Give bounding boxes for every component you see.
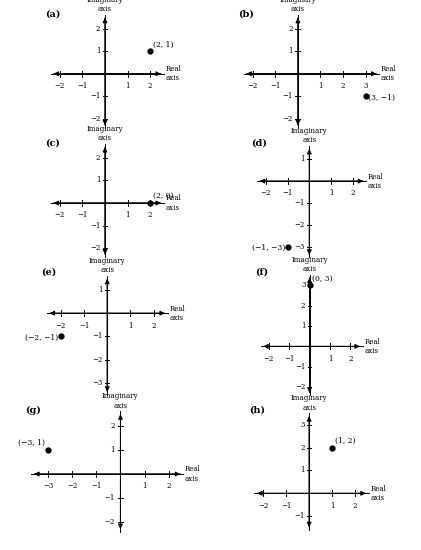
Text: Real
axis: Real axis xyxy=(381,65,397,82)
Text: (0, 3): (0, 3) xyxy=(312,274,333,283)
Text: Real
axis: Real axis xyxy=(370,485,386,502)
Text: 2: 2 xyxy=(148,81,152,90)
Text: −2: −2 xyxy=(258,502,269,510)
Text: −1: −1 xyxy=(294,512,304,520)
Text: 3: 3 xyxy=(301,281,305,289)
Text: 2: 2 xyxy=(110,422,115,430)
Text: 2: 2 xyxy=(353,502,357,510)
Text: Imaginary
axis: Imaginary axis xyxy=(291,127,328,145)
Text: −1: −1 xyxy=(270,81,280,90)
Text: 2: 2 xyxy=(301,301,305,310)
Text: −3: −3 xyxy=(92,379,102,387)
Text: (e): (e) xyxy=(41,268,56,277)
Text: 1: 1 xyxy=(96,47,101,55)
Text: −2: −2 xyxy=(295,221,305,229)
Text: 1: 1 xyxy=(128,322,133,329)
Text: −1: −1 xyxy=(90,222,101,229)
Text: 1: 1 xyxy=(98,286,102,294)
Text: 1: 1 xyxy=(330,502,334,510)
Text: 1: 1 xyxy=(288,47,293,55)
Text: Real
axis: Real axis xyxy=(165,194,181,212)
Text: 2: 2 xyxy=(288,25,293,32)
Text: −1: −1 xyxy=(79,322,89,329)
Text: −2: −2 xyxy=(295,383,305,391)
Text: −2: −2 xyxy=(282,115,293,123)
Text: (−1, −3): (−1, −3) xyxy=(251,244,285,252)
Text: −2: −2 xyxy=(55,81,65,90)
Text: Real
axis: Real axis xyxy=(368,173,384,190)
Text: −2: −2 xyxy=(248,81,258,90)
Text: −2: −2 xyxy=(104,518,115,526)
Text: −2: −2 xyxy=(261,189,271,197)
Text: −1: −1 xyxy=(295,363,305,371)
Text: 2: 2 xyxy=(351,189,355,197)
Text: 1: 1 xyxy=(110,446,115,454)
Text: −1: −1 xyxy=(90,92,101,100)
Text: 1: 1 xyxy=(300,466,304,475)
Text: Real
axis: Real axis xyxy=(170,305,185,322)
Text: 2: 2 xyxy=(300,444,304,452)
Text: Imaginary
axis: Imaginary axis xyxy=(89,257,125,274)
Text: −1: −1 xyxy=(295,199,305,207)
Text: Imaginary
axis: Imaginary axis xyxy=(291,256,328,273)
Text: (f): (f) xyxy=(256,268,269,277)
Text: 3: 3 xyxy=(363,81,368,90)
Text: Imaginary
axis: Imaginary axis xyxy=(102,392,139,410)
Text: −1: −1 xyxy=(92,332,102,340)
Text: −3: −3 xyxy=(295,243,305,251)
Text: (2, 1): (2, 1) xyxy=(153,41,173,48)
Text: (b): (b) xyxy=(238,9,254,18)
Text: (3, −1): (3, −1) xyxy=(368,94,395,102)
Text: 2: 2 xyxy=(96,154,101,162)
Text: 2: 2 xyxy=(152,322,156,329)
Text: (−2, −1): (−2, −1) xyxy=(25,334,58,342)
Text: 1: 1 xyxy=(318,81,323,90)
Text: (c): (c) xyxy=(45,139,60,147)
Text: 3: 3 xyxy=(300,421,304,429)
Text: Imaginary
axis: Imaginary axis xyxy=(291,394,328,411)
Text: −2: −2 xyxy=(56,322,66,329)
Text: 1: 1 xyxy=(125,81,130,90)
Text: Imaginary
axis: Imaginary axis xyxy=(280,0,316,13)
Text: −2: −2 xyxy=(90,115,101,123)
Text: −2: −2 xyxy=(67,482,77,491)
Text: Real
axis: Real axis xyxy=(364,338,380,355)
Text: (a): (a) xyxy=(45,9,61,18)
Text: (1, 2): (1, 2) xyxy=(335,437,355,445)
Text: (h): (h) xyxy=(249,405,265,414)
Text: −1: −1 xyxy=(77,211,88,219)
Text: −2: −2 xyxy=(90,244,101,252)
Text: (−3, 1): (−3, 1) xyxy=(19,439,45,447)
Text: 2: 2 xyxy=(96,25,101,32)
Text: (d): (d) xyxy=(251,139,267,147)
Text: Real
axis: Real axis xyxy=(165,65,181,82)
Text: −2: −2 xyxy=(92,356,102,364)
Text: 2: 2 xyxy=(166,482,171,491)
Text: Imaginary
axis: Imaginary axis xyxy=(87,125,123,142)
Text: −1: −1 xyxy=(77,81,88,90)
Text: (2, 0): (2, 0) xyxy=(153,192,173,200)
Text: Imaginary
axis: Imaginary axis xyxy=(87,0,123,13)
Text: −1: −1 xyxy=(282,92,293,100)
Text: 2: 2 xyxy=(148,211,152,219)
Text: −1: −1 xyxy=(282,189,293,197)
Text: Real
axis: Real axis xyxy=(185,465,201,483)
Text: 1: 1 xyxy=(301,322,305,330)
Text: −1: −1 xyxy=(91,482,101,491)
Text: 1: 1 xyxy=(125,211,130,219)
Text: 1: 1 xyxy=(328,355,332,362)
Text: −1: −1 xyxy=(104,494,115,502)
Text: −1: −1 xyxy=(284,355,294,362)
Text: −1: −1 xyxy=(281,502,291,510)
Text: 1: 1 xyxy=(301,155,305,163)
Text: (g): (g) xyxy=(25,405,41,415)
Text: 2: 2 xyxy=(341,81,345,90)
Text: 1: 1 xyxy=(142,482,147,491)
Text: 1: 1 xyxy=(96,177,101,184)
Text: −3: −3 xyxy=(43,482,53,491)
Text: −2: −2 xyxy=(55,211,65,219)
Text: −2: −2 xyxy=(264,355,274,362)
Text: 2: 2 xyxy=(348,355,353,362)
Text: 1: 1 xyxy=(329,189,333,197)
